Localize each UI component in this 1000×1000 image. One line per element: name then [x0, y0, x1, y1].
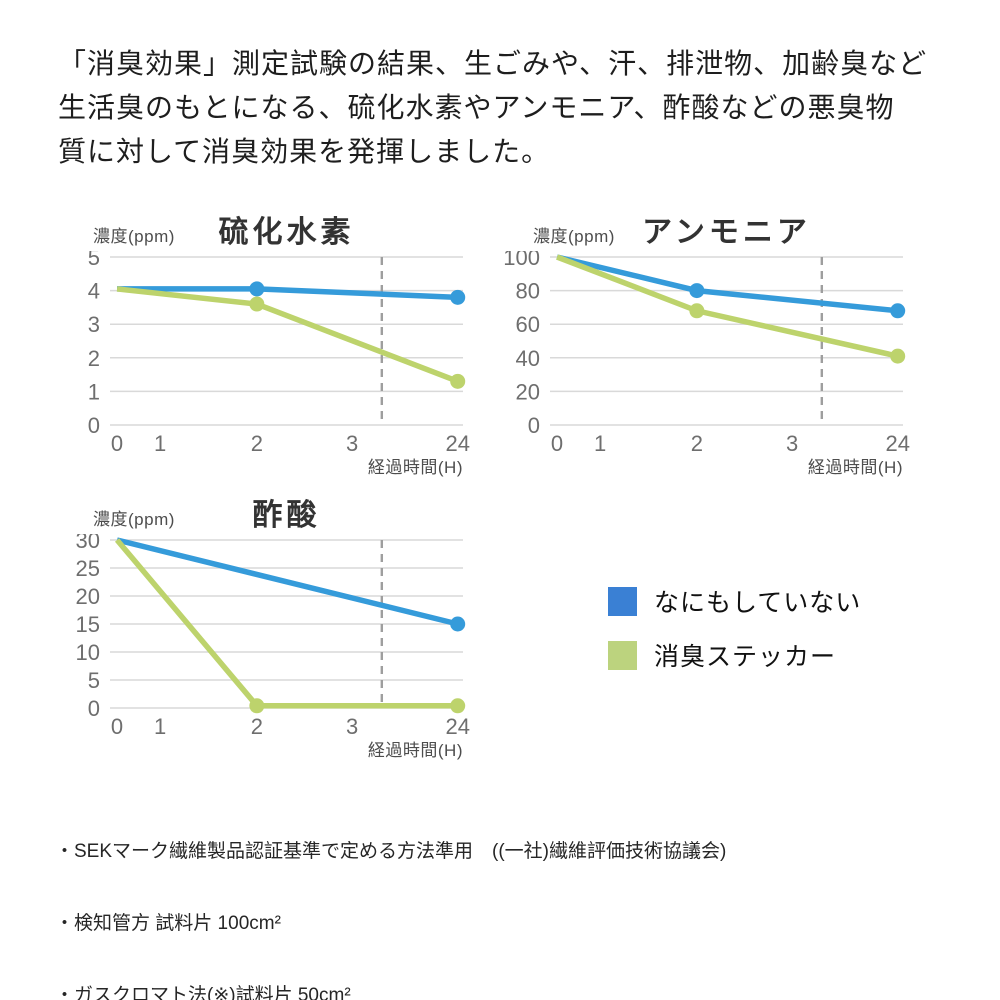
svg-text:3: 3 [88, 312, 100, 337]
svg-text:1: 1 [154, 714, 166, 739]
intro-line-3: 質に対して消臭効果を発揮しました。 [58, 136, 551, 167]
legend-item-deodorant-sticker: 消臭ステッカー [608, 640, 861, 671]
legend-label: なにもしていない [654, 589, 862, 617]
y-axis-label: 濃度(ppm) [93, 510, 175, 529]
svg-text:3: 3 [786, 431, 798, 456]
svg-text:40: 40 [516, 346, 540, 371]
svg-text:0: 0 [111, 714, 123, 739]
intro-line-2: 生活臭のもとになる、硫化水素やアンモニア、酢酸などの悪臭物 [58, 92, 895, 123]
test-notes: ・SEKマーク繊維製品認証基準で定める方法準用 ((一社)繊維評価技術協議会) … [55, 792, 965, 1000]
chart-acetic-acid: 濃度(ppm) 酢酸 0 5 10 15 20 25 30 0 1 2 3 24 経過時間(H) [60, 488, 500, 761]
legend-swatch-green [608, 640, 637, 670]
svg-text:4: 4 [88, 279, 100, 304]
note-line: ・検知管方 試料片 100cm² [55, 913, 281, 934]
svg-text:3: 3 [346, 714, 358, 739]
chart-title: 硫化水素 [218, 216, 355, 249]
svg-text:5: 5 [88, 251, 100, 270]
svg-text:10: 10 [76, 640, 100, 665]
svg-text:3: 3 [346, 431, 358, 456]
svg-text:1: 1 [154, 431, 166, 456]
legend-label: 消臭ステッカー [654, 643, 837, 671]
chart-ammonia: 濃度(ppm) アンモニア 0 20 40 60 80 100 0 1 2 3 24 経過時間(H) [500, 205, 940, 478]
chart-header: 濃度(ppm) 酢酸 [60, 488, 500, 534]
note-line: ・ガスクロマト法(※)試料片 50cm² [55, 985, 351, 1000]
svg-text:1: 1 [594, 431, 606, 456]
svg-text:0: 0 [551, 431, 563, 456]
svg-text:0: 0 [88, 696, 100, 721]
svg-text:0: 0 [528, 413, 540, 438]
svg-text:2: 2 [251, 431, 263, 456]
intro-line-1: 「消臭効果」測定試験の結果、生ごみや、汗、排泄物、加齢臭など [58, 48, 928, 79]
x-axis-label: 経過時間(H) [807, 458, 903, 477]
svg-text:15: 15 [76, 612, 100, 637]
svg-text:25: 25 [76, 556, 100, 581]
svg-text:5: 5 [88, 668, 100, 693]
chart-header: 濃度(ppm) 硫化水素 [60, 205, 500, 251]
y-axis-label: 濃度(ppm) [533, 227, 615, 246]
legend: なにもしていない 消臭ステッカー [608, 586, 861, 694]
svg-text:2: 2 [691, 431, 703, 456]
note-line: ・SEKマーク繊維製品認証基準で定める方法準用 ((一社)繊維評価技術協議会) [55, 841, 727, 862]
svg-text:2: 2 [251, 714, 263, 739]
legend-item-untreated: なにもしていない [608, 586, 862, 617]
svg-text:24: 24 [885, 431, 909, 456]
svg-text:0: 0 [88, 413, 100, 438]
x-axis-label: 経過時間(H) [367, 741, 463, 760]
svg-text:60: 60 [516, 312, 540, 337]
line-plot: 0 20 40 60 80 100 0 1 2 3 24 [503, 251, 910, 456]
svg-text:80: 80 [516, 279, 540, 304]
svg-text:0: 0 [111, 431, 123, 456]
x-axis-label: 経過時間(H) [367, 458, 463, 477]
svg-text:100: 100 [503, 251, 540, 270]
svg-text:2: 2 [88, 346, 100, 371]
chart-hydrogen-sulfide: 濃度(ppm) 硫化水素 0 1 2 3 4 5 0 1 2 3 24 経過時間(H) [60, 205, 500, 478]
svg-text:1: 1 [88, 379, 100, 404]
y-axis-label: 濃度(ppm) [93, 227, 175, 246]
chart-header: 濃度(ppm) アンモニア [500, 205, 940, 251]
chart-title: 酢酸 [252, 499, 321, 532]
line-plot: 0 1 2 3 4 5 0 1 2 3 24 [88, 251, 470, 456]
svg-text:20: 20 [516, 379, 540, 404]
chart-title: アンモニア [642, 216, 811, 249]
svg-text:30: 30 [76, 534, 100, 553]
svg-text:20: 20 [76, 584, 100, 609]
intro-text: 「消臭効果」測定試験の結果、生ごみや、汗、排泄物、加齢臭など 生活臭のもとになる… [58, 42, 958, 174]
svg-text:24: 24 [445, 714, 469, 739]
svg-text:24: 24 [445, 431, 469, 456]
legend-swatch-blue [608, 586, 637, 616]
